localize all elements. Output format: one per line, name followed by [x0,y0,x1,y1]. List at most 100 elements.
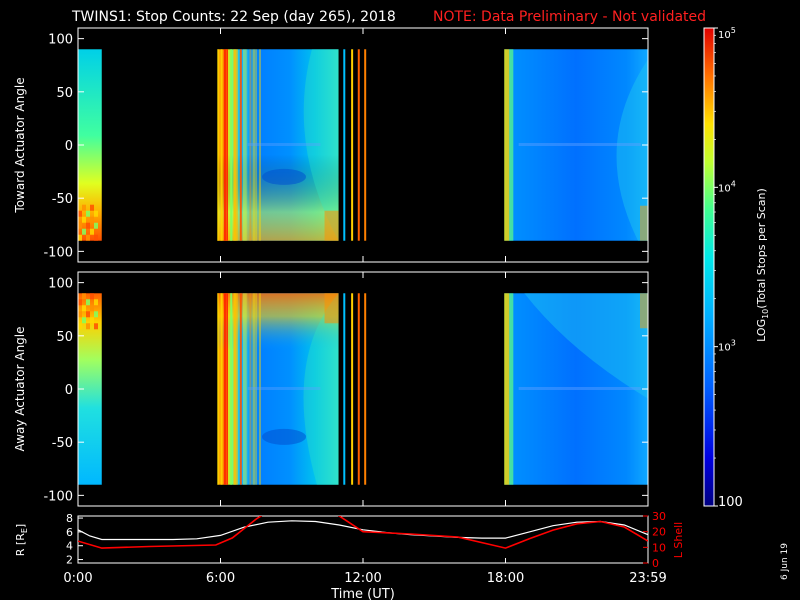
colorbar [703,27,715,507]
noise-cell [90,305,94,312]
noise-cell [82,204,86,211]
dark-blob [262,428,307,445]
series-lshell-line [78,516,648,549]
noise-cell [90,293,94,300]
y-tick-label: -100 [43,489,73,504]
edge-stripe [217,49,219,241]
wave-structure [524,293,648,399]
edge-stripe [249,293,252,485]
edge-stripe [217,293,219,485]
y-tick-label: 0 [65,383,73,398]
noise-cell [94,323,98,330]
y-tick-label: 0 [65,139,73,154]
block-fill [504,293,648,485]
edge-stripe [504,293,510,485]
noise-cell [86,222,90,229]
x-tick-label: 0:00 [63,571,92,586]
series-r-line [78,520,648,541]
noise-cell [94,299,98,306]
noise-cell [82,293,86,300]
y-left-tick-label: 4 [66,540,73,553]
zero-band [518,387,641,390]
data-block-0 [78,49,102,241]
edge-stripe [223,293,227,485]
zero-band [247,143,321,146]
y-axis-label: Away Actuator Angle [13,326,27,451]
wave-structure [616,59,648,241]
narrow-scan-line [351,49,354,241]
data-block-2 [343,293,367,485]
edge-stripe [239,293,242,485]
edge-stripe [239,49,242,241]
noise-cell [94,311,98,318]
heatmap-panel-toward: 100 50 0 -50 -100 Toward Actuator Angle [13,27,649,263]
noise-cell [86,234,90,241]
noise-cell [86,210,90,217]
narrow-scan-line [351,293,354,485]
y-tick-label: 100 [48,33,73,48]
wave-structure [303,293,339,485]
narrow-scan-line [357,293,360,485]
preliminary-note: NOTE: Data Preliminary - Not validated [433,9,706,25]
orbit-y-right-label: L Shell [672,522,685,558]
noise-cell [90,204,94,211]
y-tick-label: 100 [48,277,73,292]
x-tick-label: 12:00 [344,571,381,586]
narrow-scan-line [364,49,367,241]
block-fill [78,293,102,485]
zero-band [518,143,641,146]
edge-stripe [509,293,514,485]
noise-cell [78,311,82,318]
edge-stripe [259,293,262,485]
colorbar-tick-label: 104 [718,179,736,194]
noise-cell [86,299,90,306]
noise-cell [94,234,98,241]
colorbar-label: LOG10(Total Stops per Scan) [755,188,770,342]
corner-hotspot [324,293,339,324]
zero-band [247,387,321,390]
y-right-tick-label: 20 [652,526,666,539]
edge-stripe [252,49,256,241]
narrow-scan-line [343,49,346,241]
y-tick-label: -100 [43,245,73,260]
edge-stripe [246,293,248,485]
edge-stripe [223,49,227,241]
orbit-y-left-label: R [RE] [14,524,29,556]
corner-hotspot [324,210,339,241]
noise-cell [82,216,86,223]
edge-stripe [233,49,237,241]
edge-stripe [243,49,247,241]
narrow-scan-line [364,293,367,485]
wave-structure [303,49,339,241]
block-fill [504,49,648,241]
edge-stripe [255,49,257,241]
noise-cell [94,210,98,217]
block-fill [78,49,102,241]
noise-cell [78,323,82,330]
noise-cell [90,228,94,235]
noise-cell [82,305,86,312]
edge-stripe [233,293,237,485]
y-tick-label: 50 [56,330,73,345]
dark-blob [262,168,307,185]
x-tick-label: 18:00 [487,571,524,586]
edge-stripe [220,293,223,485]
noise-cell [86,323,90,330]
edge-stripe [246,49,248,241]
edge-stripe [504,49,510,241]
y-tick-label: -50 [52,192,73,207]
data-block-0 [78,293,102,485]
noise-cell [78,234,82,241]
colorbar-tick-label: 103 [718,339,736,354]
edge-stripe [236,49,238,241]
noise-cell [90,317,94,324]
corner-hotspot [640,293,648,329]
y-tick-label: 50 [56,86,73,101]
edge-stripe [259,49,262,241]
noise-cell [78,222,82,229]
noise-cell [90,216,94,223]
noise-cell [78,210,82,217]
noise-cell [82,228,86,235]
edge-stripe [252,293,256,485]
